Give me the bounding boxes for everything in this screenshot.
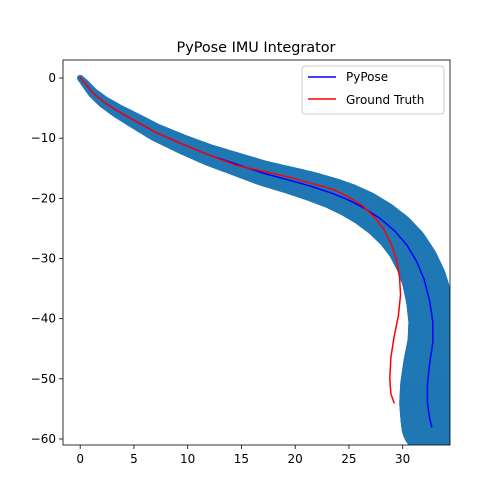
- y-tick-label: −10: [31, 131, 56, 145]
- legend-box: [301, 65, 445, 115]
- series-line-ground-truth: [79, 77, 402, 404]
- x-tick-label: 0: [76, 452, 84, 466]
- x-tick-label: 5: [130, 452, 138, 466]
- x-tick-label: 20: [288, 452, 303, 466]
- chart-title: PyPose IMU Integrator: [177, 40, 336, 56]
- y-tick-label: −50: [31, 372, 56, 386]
- uncertainty-band: [76, 74, 450, 445]
- legend-label-pypose: PyPose: [346, 70, 388, 84]
- band-marker: [401, 395, 450, 445]
- series-line-pypose: [79, 77, 434, 428]
- x-tick-label: 10: [180, 452, 195, 466]
- y-tick-label: −40: [31, 312, 56, 326]
- x-tick-label: 25: [341, 452, 356, 466]
- y-axis: 0 −10 −20 −30 −40 −50 −60: [31, 71, 63, 446]
- x-tick-label: 15: [234, 452, 249, 466]
- legend: PyPose Ground Truth: [301, 65, 445, 115]
- legend-label-ground-truth: Ground Truth: [346, 93, 424, 107]
- x-tick-label: 30: [395, 452, 410, 466]
- series-layer: [79, 77, 434, 428]
- y-tick-label: −60: [31, 432, 56, 446]
- y-tick-label: 0: [48, 71, 56, 85]
- plot-frame: [62, 59, 451, 446]
- y-tick-label: −20: [31, 191, 56, 205]
- x-axis: 0 5 10 15 20 25 30: [76, 445, 410, 466]
- y-tick-label: −30: [31, 252, 56, 266]
